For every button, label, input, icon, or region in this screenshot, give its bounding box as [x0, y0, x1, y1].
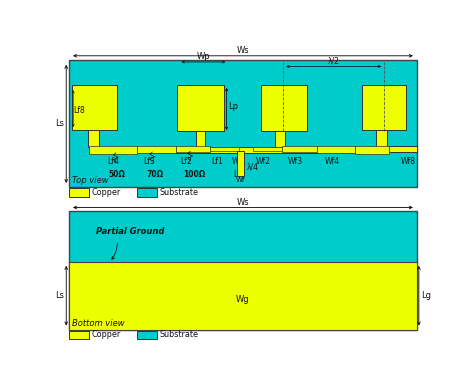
Text: Copper: Copper — [92, 188, 121, 197]
Bar — [69, 262, 417, 330]
Bar — [275, 131, 285, 147]
Text: Top view: Top view — [72, 176, 108, 185]
Bar — [89, 147, 389, 153]
Text: Lp: Lp — [228, 102, 238, 111]
Text: Wf: Wf — [236, 177, 245, 184]
Bar — [137, 331, 157, 339]
Text: Copper: Copper — [92, 331, 121, 340]
Text: Bottom view: Bottom view — [72, 319, 124, 327]
Bar — [356, 146, 389, 154]
Bar — [362, 85, 406, 130]
Bar — [253, 147, 283, 151]
Bar — [137, 146, 175, 153]
Text: Ls: Ls — [55, 119, 64, 128]
Bar — [389, 146, 417, 152]
Text: 70Ω: 70Ω — [147, 170, 164, 179]
Bar — [69, 188, 89, 197]
Text: Lf2: Lf2 — [180, 157, 192, 166]
Text: Lf4: Lf4 — [107, 157, 119, 166]
Text: Wf1: Wf1 — [231, 157, 246, 166]
Text: Wg: Wg — [236, 294, 250, 304]
Text: Substrate: Substrate — [160, 188, 199, 197]
Bar — [196, 131, 205, 147]
Bar — [88, 130, 99, 147]
Text: Wf8: Wf8 — [401, 157, 416, 166]
Text: 100Ω: 100Ω — [183, 170, 206, 179]
Text: Wf2: Wf2 — [255, 157, 270, 166]
Text: Ws: Ws — [237, 46, 249, 55]
Bar — [175, 146, 210, 152]
Bar — [317, 146, 356, 153]
Bar — [137, 188, 157, 197]
Text: Lf8: Lf8 — [73, 106, 85, 115]
Bar — [69, 331, 89, 339]
Bar — [69, 61, 417, 187]
Bar — [261, 85, 307, 131]
Text: 50Ω: 50Ω — [108, 170, 125, 179]
Text: λ/2: λ/2 — [328, 57, 339, 66]
Text: Lf: Lf — [234, 170, 241, 179]
Text: Wf4: Wf4 — [324, 157, 339, 166]
Text: Lf1: Lf1 — [211, 157, 223, 166]
Text: Ws: Ws — [237, 198, 249, 207]
Bar — [283, 146, 317, 152]
Text: Lf3: Lf3 — [144, 157, 155, 166]
Bar — [72, 85, 117, 130]
Bar — [376, 130, 387, 147]
Text: Substrate: Substrate — [160, 331, 199, 340]
Bar — [177, 85, 224, 131]
Bar — [69, 211, 417, 330]
Text: Wp: Wp — [197, 52, 210, 61]
Bar — [89, 146, 137, 154]
Bar — [237, 151, 245, 176]
Text: Ls: Ls — [55, 291, 64, 300]
Bar — [210, 147, 239, 151]
Text: Lg: Lg — [421, 291, 431, 300]
Text: Wf3: Wf3 — [288, 157, 303, 166]
Text: λ/4: λ/4 — [247, 162, 259, 171]
Text: Partial Ground: Partial Ground — [96, 227, 165, 236]
